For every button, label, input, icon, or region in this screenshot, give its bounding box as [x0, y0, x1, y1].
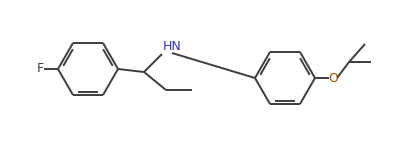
- Text: HN: HN: [163, 40, 182, 53]
- Text: O: O: [328, 71, 338, 85]
- Text: F: F: [36, 62, 44, 76]
